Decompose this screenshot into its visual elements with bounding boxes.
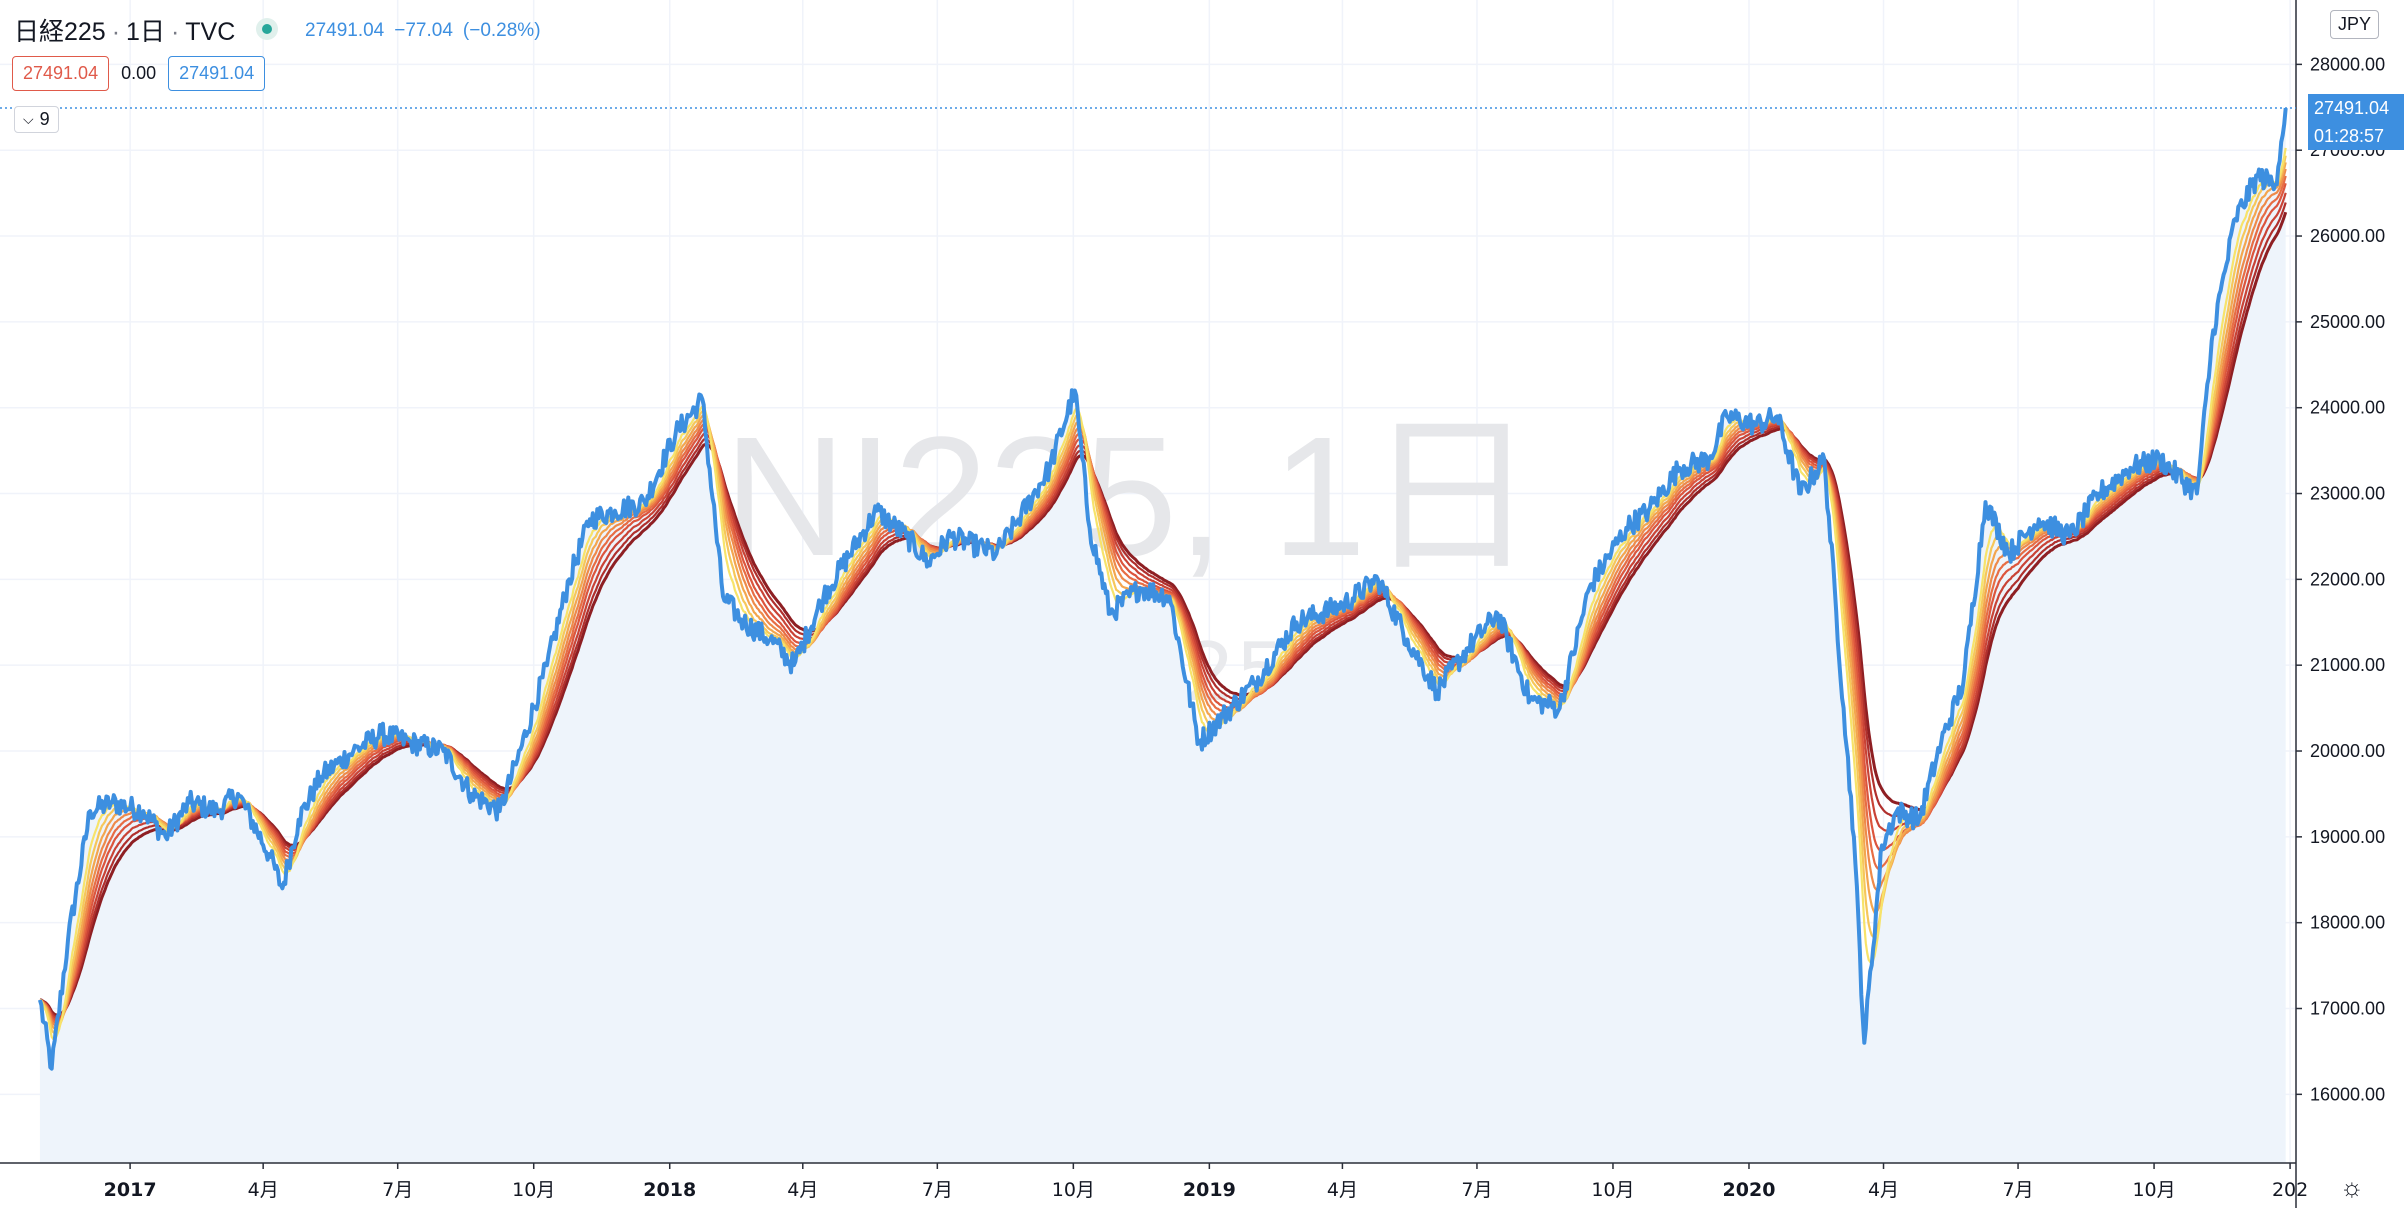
x-tick-label: 10月 xyxy=(1591,1179,1634,1201)
currency-badge[interactable]: JPY xyxy=(2330,10,2380,39)
x-tick-label: 4月 xyxy=(1868,1179,1899,1201)
price-change-pct: (−0.28%) xyxy=(462,20,541,41)
x-tick-label: 10月 xyxy=(1052,1179,1095,1201)
y-tick-label: 17000.00 xyxy=(2310,999,2385,1019)
market-status-icon[interactable] xyxy=(256,18,278,40)
x-tick-label: 4月 xyxy=(248,1179,279,1201)
y-tick-label: 16000.00 xyxy=(2310,1084,2385,1104)
y-tick-label: 26000.00 xyxy=(2310,226,2385,246)
price-line xyxy=(37,107,2288,1071)
price-axis-bg xyxy=(2296,0,2404,1208)
x-tick-label: 4月 xyxy=(787,1179,818,1201)
indicator-value-3: 27491.04 xyxy=(168,56,266,91)
exchange-label: TVC xyxy=(185,18,236,46)
last-price: 27491.04 xyxy=(305,20,385,41)
chevron-down-icon: ⌵ xyxy=(23,111,34,127)
x-tick-label: 7月 xyxy=(382,1179,413,1201)
x-tick-label: 2020 xyxy=(1723,1179,1776,1201)
price-area xyxy=(39,108,2286,1164)
indicator-values: 27491.04 0.00 27491.04 xyxy=(12,56,266,91)
x-tick-label: 4月 xyxy=(1327,1179,1358,1201)
x-tick-label: 7月 xyxy=(922,1179,953,1201)
y-tick-label: 24000.00 xyxy=(2310,398,2385,418)
x-tick-label: 7月 xyxy=(1461,1179,1492,1201)
symbol-legend[interactable]: 日経225 · 1日 · TVC xyxy=(14,18,236,46)
indicator-count: 9 xyxy=(39,109,50,129)
y-tick-label: 23000.00 xyxy=(2310,484,2385,504)
y-tick-label: 18000.00 xyxy=(2310,913,2385,933)
time-axis-bg xyxy=(0,1163,2404,1208)
y-tick-label: 20000.00 xyxy=(2310,741,2385,761)
price-line-group xyxy=(37,107,2288,1071)
indicator-value-1: 27491.04 xyxy=(12,56,110,91)
last-price-label: 27491.04 xyxy=(2308,94,2404,123)
x-tick-label: 2019 xyxy=(1183,1179,1236,1201)
y-tick-label: 22000.00 xyxy=(2310,569,2385,589)
symbol-name: 日経225 xyxy=(14,18,106,46)
x-tick-label: 2017 xyxy=(104,1179,157,1201)
indicators-collapse-button[interactable]: ⌵ 9 xyxy=(14,106,59,133)
indicator-value-2: 0.00 xyxy=(121,63,157,83)
y-tick-label: 19000.00 xyxy=(2310,827,2385,847)
quote-summary: 27491.04 −77.04 (−0.28%) xyxy=(305,20,551,42)
x-tick-label: 7月 xyxy=(2003,1179,2034,1201)
interval-label: 1日 xyxy=(126,18,165,46)
x-tick-label: 10月 xyxy=(512,1179,555,1201)
y-tick-label: 25000.00 xyxy=(2310,312,2385,332)
x-tick-label: 202 xyxy=(2272,1179,2308,1201)
price-change: −77.04 xyxy=(394,20,453,41)
x-tick-label: 2018 xyxy=(643,1179,696,1201)
y-tick-label: 28000.00 xyxy=(2310,54,2385,74)
bar-countdown: 01:28:57 xyxy=(2308,122,2404,151)
price-area-fill xyxy=(39,108,2286,1164)
gear-icon[interactable]: ☼ xyxy=(2340,1172,2364,1202)
x-tick-label: 10月 xyxy=(2132,1179,2175,1201)
y-tick-label: 21000.00 xyxy=(2310,655,2385,675)
